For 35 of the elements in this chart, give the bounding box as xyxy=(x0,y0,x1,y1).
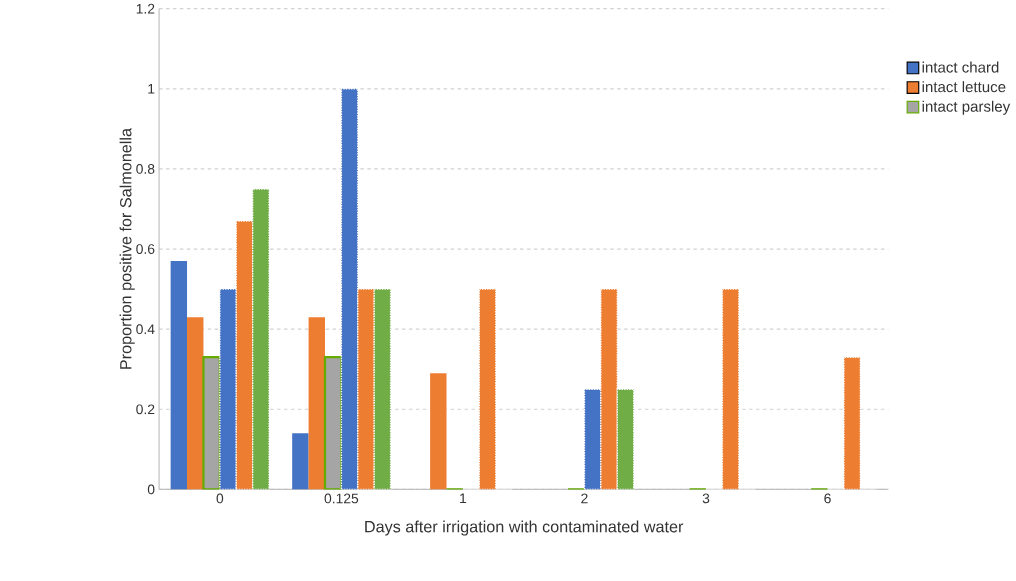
y-tick-label: 0.6 xyxy=(136,244,155,254)
bar xyxy=(373,288,392,490)
bar xyxy=(187,317,204,490)
y-tick-label: 0.8 xyxy=(136,163,155,174)
bar xyxy=(251,188,270,490)
bar xyxy=(292,433,309,490)
legend-label: intact chard xyxy=(922,61,999,73)
bar xyxy=(308,317,325,490)
y-tick-label: 0.2 xyxy=(136,404,155,415)
bar xyxy=(583,388,602,490)
legend-label: intact parsley xyxy=(922,100,1011,115)
x-tick-label: 1 xyxy=(460,493,467,503)
y-tick-label: 1.2 xyxy=(136,3,155,14)
bar xyxy=(219,288,237,490)
x-tick-label: 3 xyxy=(702,493,710,504)
y-axis-title: Proportion positive for Salmonella xyxy=(119,127,135,369)
bar xyxy=(357,288,375,490)
x-tick-label: 6 xyxy=(824,493,831,504)
bar xyxy=(235,220,254,490)
bar xyxy=(600,288,618,490)
bar xyxy=(430,373,447,490)
y-tick-label: 1 xyxy=(148,83,155,94)
bar xyxy=(340,88,359,490)
x-tick-label: 0.125 xyxy=(324,493,359,504)
bar xyxy=(170,261,188,490)
bar xyxy=(721,288,740,490)
y-tick-label: 0 xyxy=(147,484,155,495)
bar xyxy=(843,356,862,490)
x-tick-label: 0 xyxy=(216,493,224,504)
x-axis-title: Days after irrigation with contaminated water xyxy=(365,520,684,536)
x-tick-label: 2 xyxy=(581,493,588,504)
bar xyxy=(478,288,497,490)
y-tick-label: 0.4 xyxy=(136,324,155,335)
bar xyxy=(616,388,635,490)
legend-label: intact lettuce xyxy=(922,81,1006,93)
